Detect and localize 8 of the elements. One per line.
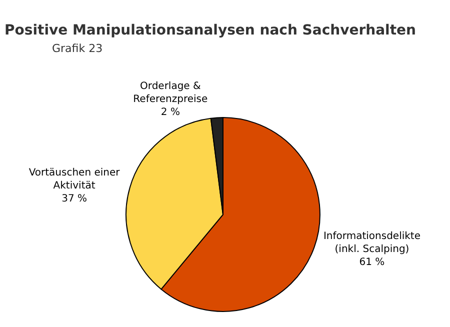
- data-label: 61 %: [359, 256, 385, 268]
- text: Grafik 23: [52, 42, 103, 55]
- data-label: 2 %: [160, 106, 180, 118]
- data-label: 37 %: [62, 194, 88, 205]
- slice-label: Orderlage & Referenzpreise: [133, 80, 208, 105]
- chart-title: Positive Manipulationsanalysen nach Sachverhalten: [4, 22, 416, 38]
- slice-label: Informationsdelikte (inkl. Scalping): [323, 230, 420, 255]
- slice-label: Vortäuschen einer Aktivität: [28, 168, 121, 192]
